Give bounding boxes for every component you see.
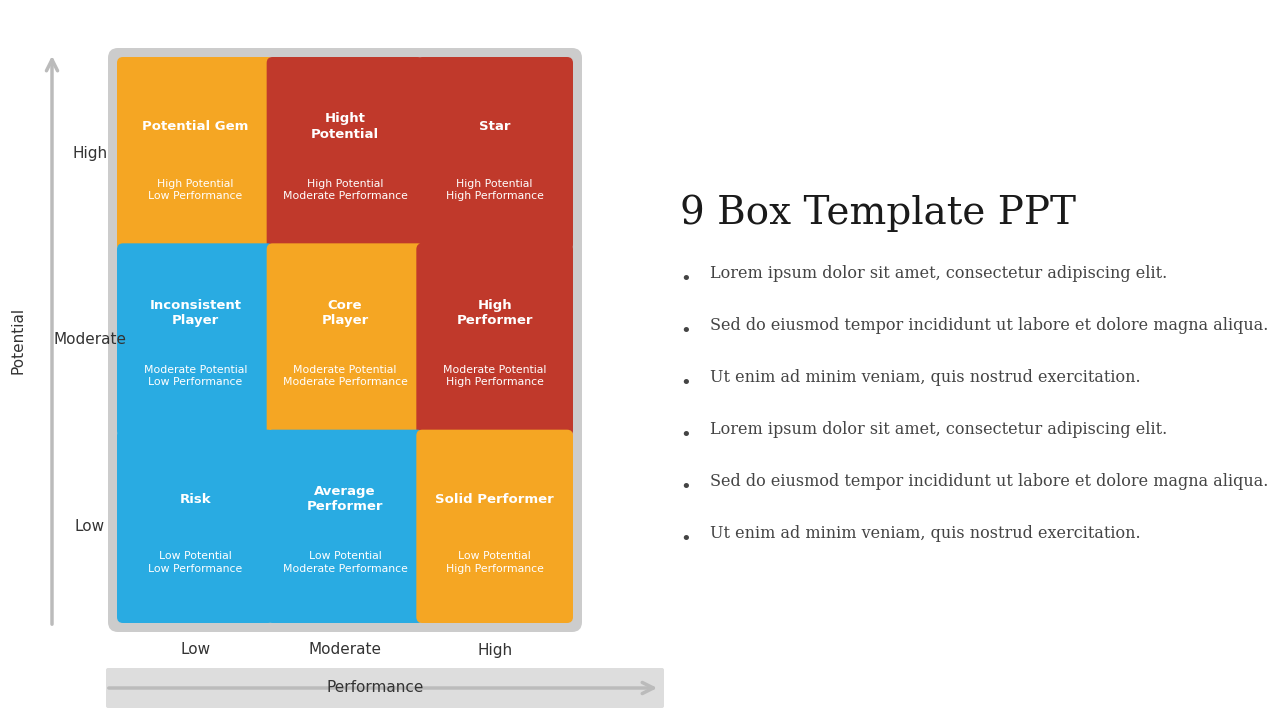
FancyBboxPatch shape	[116, 57, 274, 251]
Text: Core
Player: Core Player	[321, 299, 369, 327]
Text: •: •	[680, 271, 691, 289]
Text: High: High	[73, 146, 108, 161]
Text: Lorem ipsum dolor sit amet, consectetur adipiscing elit.: Lorem ipsum dolor sit amet, consectetur …	[710, 265, 1167, 282]
FancyBboxPatch shape	[416, 57, 573, 251]
FancyBboxPatch shape	[116, 430, 274, 623]
Text: Potential Gem: Potential Gem	[142, 120, 248, 133]
Text: High Potential
Moderate Performance: High Potential Moderate Performance	[283, 179, 407, 201]
Text: Sed do eiusmod tempor incididunt ut labore et dolore magna aliqua.: Sed do eiusmod tempor incididunt ut labo…	[710, 473, 1268, 490]
FancyBboxPatch shape	[266, 430, 424, 623]
Text: •: •	[680, 479, 691, 497]
Text: Moderate Potential
Moderate Performance: Moderate Potential Moderate Performance	[283, 365, 407, 387]
Text: Ut enim ad minim veniam, quis nostrud exercitation.: Ut enim ad minim veniam, quis nostrud ex…	[710, 525, 1140, 542]
Text: Lorem ipsum dolor sit amet, consectetur adipiscing elit.: Lorem ipsum dolor sit amet, consectetur …	[710, 421, 1167, 438]
FancyBboxPatch shape	[416, 430, 573, 623]
Text: High Potential
Low Performance: High Potential Low Performance	[148, 179, 242, 201]
Text: Risk: Risk	[179, 492, 211, 505]
Text: Moderate Potential
High Performance: Moderate Potential High Performance	[443, 365, 547, 387]
Text: •: •	[680, 531, 691, 549]
FancyBboxPatch shape	[106, 668, 664, 708]
Text: Hight
Potential: Hight Potential	[311, 112, 379, 140]
FancyBboxPatch shape	[108, 48, 582, 632]
Text: Sed do eiusmod tempor incididunt ut labore et dolore magna aliqua.: Sed do eiusmod tempor incididunt ut labo…	[710, 317, 1268, 334]
Text: Low Potential
Moderate Performance: Low Potential Moderate Performance	[283, 552, 407, 574]
Text: Solid Performer: Solid Performer	[435, 492, 554, 505]
Text: 9 Box Template PPT: 9 Box Template PPT	[680, 195, 1076, 233]
FancyBboxPatch shape	[416, 243, 573, 436]
Text: •: •	[680, 375, 691, 393]
Text: •: •	[680, 427, 691, 445]
Text: High Potential
High Performance: High Potential High Performance	[445, 179, 544, 201]
Text: Moderate: Moderate	[308, 642, 381, 657]
Text: Moderate Potential
Low Performance: Moderate Potential Low Performance	[143, 365, 247, 387]
Text: High
Performer: High Performer	[457, 299, 532, 327]
Text: Performance: Performance	[326, 680, 424, 696]
FancyBboxPatch shape	[266, 243, 424, 436]
Text: Average
Performer: Average Performer	[307, 485, 383, 513]
FancyBboxPatch shape	[266, 57, 424, 251]
Text: •: •	[680, 323, 691, 341]
Text: High: High	[477, 642, 512, 657]
Text: Potential: Potential	[10, 307, 26, 374]
Text: Ut enim ad minim veniam, quis nostrud exercitation.: Ut enim ad minim veniam, quis nostrud ex…	[710, 369, 1140, 386]
Text: Star: Star	[479, 120, 511, 133]
FancyBboxPatch shape	[116, 243, 274, 436]
Text: Inconsistent
Player: Inconsistent Player	[150, 299, 242, 327]
Text: Low Potential
Low Performance: Low Potential Low Performance	[148, 552, 242, 574]
Text: Low Potential
High Performance: Low Potential High Performance	[445, 552, 544, 574]
Text: Low: Low	[76, 519, 105, 534]
Text: Low: Low	[180, 642, 210, 657]
Text: Moderate: Moderate	[54, 333, 127, 348]
